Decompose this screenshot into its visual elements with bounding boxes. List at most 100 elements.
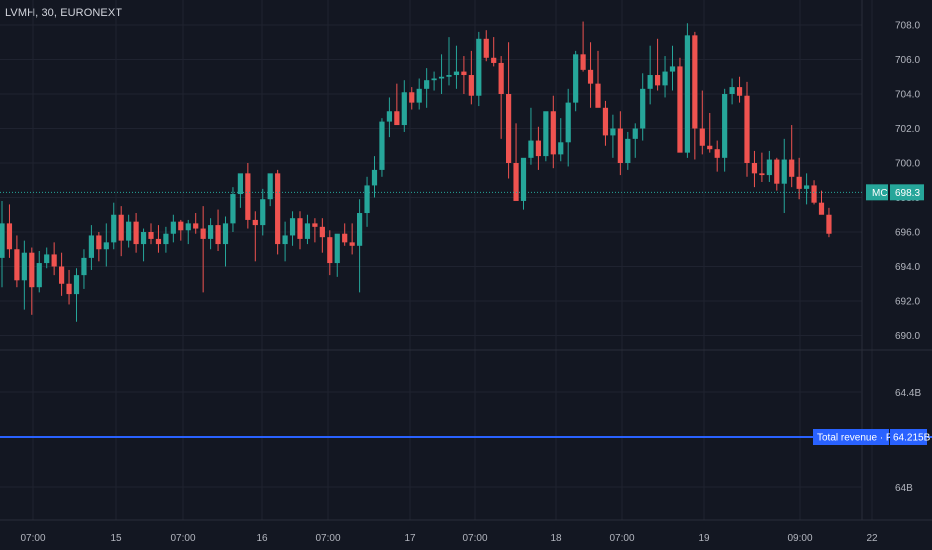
candle-body xyxy=(528,140,534,158)
candle xyxy=(193,213,199,234)
candle-body xyxy=(409,92,415,103)
candle xyxy=(684,23,690,158)
candle-body xyxy=(625,138,631,163)
candle-body xyxy=(126,221,132,241)
candle xyxy=(6,204,13,258)
candle-body xyxy=(297,218,303,239)
candle xyxy=(781,138,787,214)
candle xyxy=(304,214,311,245)
candle-body xyxy=(714,149,720,158)
candle xyxy=(155,225,162,253)
candle-body xyxy=(431,78,437,81)
candle xyxy=(96,232,102,262)
candle-body xyxy=(699,128,705,146)
candle-body xyxy=(267,173,273,200)
candle-body xyxy=(789,159,795,177)
candle-body xyxy=(491,57,497,63)
candle xyxy=(714,140,720,172)
candle-body xyxy=(751,163,758,174)
candle xyxy=(520,157,527,210)
candle-body xyxy=(282,235,288,245)
candle-body xyxy=(632,128,638,139)
candle xyxy=(230,187,236,232)
candle-body xyxy=(520,157,527,201)
candle-body xyxy=(0,223,5,258)
candle-body xyxy=(245,173,251,220)
candle xyxy=(312,218,318,243)
candle xyxy=(103,223,109,267)
candle-body xyxy=(133,221,139,245)
candle xyxy=(804,173,810,205)
candle xyxy=(36,250,42,293)
time-tick-label: 17 xyxy=(404,533,416,544)
candle xyxy=(357,199,363,293)
candle-body xyxy=(416,88,422,103)
candle-body xyxy=(222,223,229,245)
price-tag-label: MC xyxy=(872,188,888,199)
candle-body xyxy=(170,221,176,234)
revenue-tag-label-box xyxy=(813,429,889,445)
price-tick-label: 708.0 xyxy=(895,21,920,32)
candle xyxy=(81,249,87,289)
time-tick-label: 22 xyxy=(866,533,878,544)
candle xyxy=(826,207,832,238)
candle-body xyxy=(111,214,117,243)
price-tick-label: 704.0 xyxy=(895,90,920,101)
candle xyxy=(44,247,50,269)
candle xyxy=(126,214,132,248)
candle-body xyxy=(379,121,385,170)
candle-body xyxy=(44,254,50,264)
candle-body xyxy=(289,218,296,236)
candle xyxy=(342,223,348,246)
candle-body xyxy=(215,225,221,245)
candle-body xyxy=(394,111,400,126)
candle-body xyxy=(565,102,571,143)
candle-body xyxy=(476,38,482,96)
candle xyxy=(491,37,497,67)
candle-body xyxy=(200,228,206,239)
candle-body xyxy=(140,232,147,245)
candle xyxy=(289,211,296,246)
candle-body xyxy=(103,242,109,250)
candle-body xyxy=(386,111,392,122)
candle-body xyxy=(640,88,646,129)
time-tick-label: 07:00 xyxy=(170,533,195,544)
candle xyxy=(796,157,802,200)
candle-body xyxy=(73,275,80,295)
revenue-tag-value-box xyxy=(890,429,927,445)
candle-body xyxy=(759,173,765,176)
candle-body xyxy=(319,226,325,238)
candle xyxy=(506,42,512,179)
candle-body xyxy=(468,75,474,96)
candle-body xyxy=(29,252,35,288)
candle xyxy=(722,88,728,172)
candle-body xyxy=(684,35,690,153)
price-tag-value-box xyxy=(890,184,924,201)
candle xyxy=(14,235,20,288)
candle xyxy=(729,78,735,105)
candle xyxy=(252,211,258,262)
candle-body xyxy=(334,233,340,264)
candle-body xyxy=(252,219,258,226)
candle-body xyxy=(193,223,199,229)
candle xyxy=(111,202,117,250)
candle xyxy=(438,54,445,94)
candle xyxy=(424,68,430,108)
candle xyxy=(483,30,489,62)
candle xyxy=(736,76,743,103)
candle-body xyxy=(796,176,802,189)
candle xyxy=(632,123,638,158)
candle xyxy=(573,50,579,112)
candle-body xyxy=(610,128,616,136)
candle-body xyxy=(118,214,124,241)
candle-body xyxy=(781,159,787,184)
candle xyxy=(669,45,676,91)
candle xyxy=(766,150,772,182)
time-axis: 07:00 15 07:00 16 07:00 17 07:00 18 07:00 19 09:00… xyxy=(20,533,878,544)
candle xyxy=(610,114,616,158)
candle xyxy=(409,87,415,110)
candle xyxy=(66,269,72,305)
price-tick-label: 696.0 xyxy=(895,228,920,239)
